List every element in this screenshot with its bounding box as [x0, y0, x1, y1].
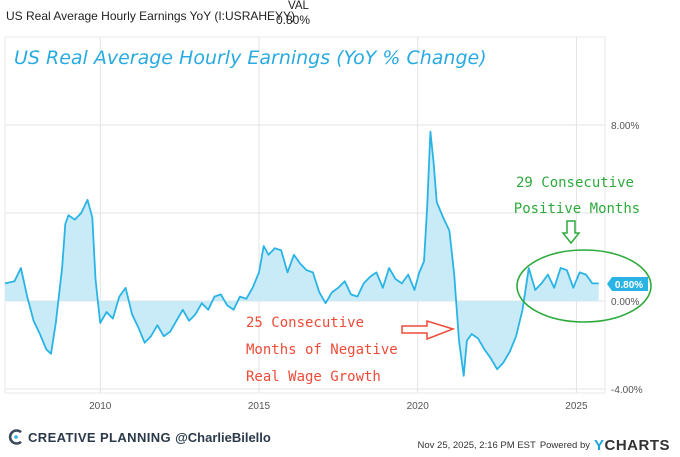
y-tick-label-2: 0.00% [611, 297, 639, 308]
negative-annotation-line-3: Real Wage Growth [246, 369, 381, 385]
x-tick-label-2020: 2020 [407, 401, 430, 412]
right-arrow-icon [401, 319, 456, 341]
brand-name: CREATIVE PLANNING [28, 429, 172, 445]
timestamp: Nov 25, 2025, 2:16 PM EST [417, 440, 536, 451]
ycharts-logo-y: Y [593, 437, 605, 454]
brand-footer: CREATIVE PLANNING @CharlieBilello [8, 429, 271, 445]
plot-border [4, 36, 606, 394]
value-column-heading: VAL [288, 0, 309, 12]
positive-months-annotation: 29 Consecutive Positive Months [514, 175, 652, 323]
author-handle: @CharlieBilello [175, 429, 271, 445]
positive-annotation-line-2: Positive Months [514, 201, 640, 217]
source-footer: Nov 25, 2025, 2:16 PM EST Powered by YCH… [418, 437, 670, 454]
y-tick-label-3: -4.00% [611, 385, 643, 396]
chart-title: US Real Average Hourly Earnings (YoY % C… [14, 47, 487, 69]
x-tick-label-2015: 2015 [248, 401, 271, 412]
series-fill [5, 131, 599, 376]
x-tick-label-2025: 2025 [565, 401, 588, 412]
powered-by-label: Powered by [539, 440, 590, 451]
y-tick-label-0: 8.00% [611, 121, 639, 132]
last-value-badge: 0.80% [607, 277, 648, 291]
creative-planning-logo-icon [8, 429, 22, 445]
negative-annotation-line-2: Months of Negative [246, 342, 398, 358]
positive-annotation-line-1: 29 Consecutive [516, 175, 634, 191]
down-arrow-icon [561, 220, 581, 245]
series-name: US Real Average Hourly Earnings YoY (I:U… [6, 9, 296, 23]
negative-months-annotation: 25 Consecutive Months of Negative Real W… [246, 315, 456, 385]
highlight-ellipse [516, 249, 652, 323]
current-value: 0.80% [276, 13, 311, 27]
negative-annotation-line-1: 25 Consecutive [246, 315, 364, 331]
series-line [4, 130, 599, 377]
y-axis: 8.00% 0.00% -4.00% [611, 121, 643, 396]
last-value-label: 0.80% [615, 280, 643, 291]
ycharts-logo[interactable]: YCHARTS [594, 437, 670, 454]
x-axis: 2010 2015 2020 2025 [89, 401, 588, 412]
ycharts-logo-rest: CHARTS [604, 437, 670, 454]
x-tick-label-2010: 2010 [89, 401, 112, 412]
series-area [4, 130, 599, 377]
